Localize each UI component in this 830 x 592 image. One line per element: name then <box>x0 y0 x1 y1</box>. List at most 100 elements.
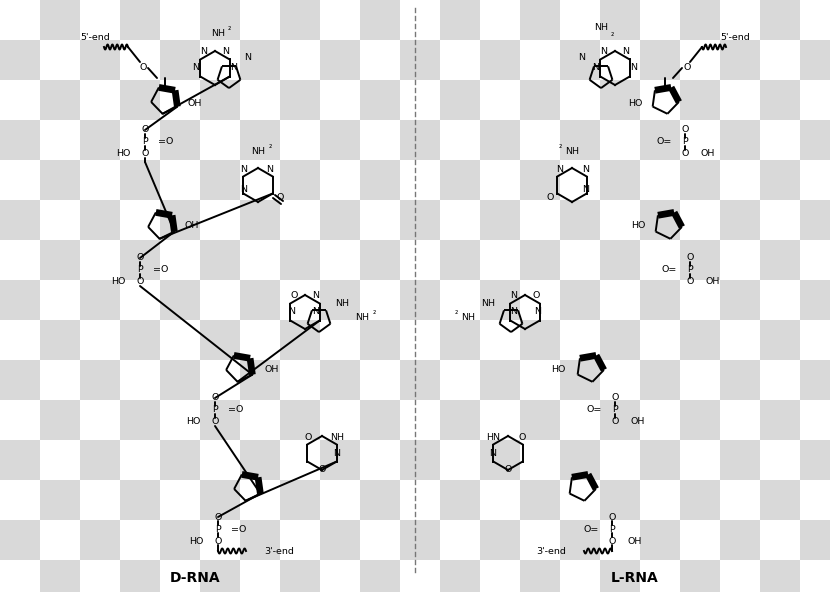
Bar <box>800 160 830 200</box>
Bar <box>720 200 760 240</box>
Bar <box>0 360 40 400</box>
Bar <box>160 240 200 280</box>
Bar <box>600 320 640 360</box>
Bar <box>440 400 480 440</box>
Bar <box>560 120 600 160</box>
Text: O: O <box>319 465 325 475</box>
Bar <box>0 160 40 200</box>
Text: 3'-end: 3'-end <box>264 546 294 555</box>
Bar <box>160 120 200 160</box>
Text: P: P <box>687 265 693 275</box>
Text: N: N <box>241 185 247 195</box>
Bar <box>200 80 240 120</box>
Bar <box>520 160 560 200</box>
Bar <box>680 280 720 320</box>
Bar <box>520 280 560 320</box>
Text: OH: OH <box>630 417 644 426</box>
Bar <box>320 360 360 400</box>
Bar <box>640 360 680 400</box>
Bar <box>800 560 830 592</box>
Bar <box>480 320 520 360</box>
Bar <box>320 400 360 440</box>
Bar <box>280 0 320 40</box>
Bar <box>400 320 440 360</box>
Bar <box>560 80 600 120</box>
Text: O=: O= <box>662 265 677 275</box>
Text: NH: NH <box>251 147 265 156</box>
Bar <box>280 280 320 320</box>
Text: N: N <box>241 165 247 173</box>
Bar <box>280 320 320 360</box>
Bar <box>0 240 40 280</box>
Text: OH: OH <box>188 98 203 108</box>
Bar <box>640 240 680 280</box>
Bar <box>280 560 320 592</box>
Text: N: N <box>289 307 295 317</box>
Bar <box>40 400 80 440</box>
Text: NH: NH <box>355 314 369 323</box>
Bar <box>760 280 800 320</box>
Bar <box>360 360 400 400</box>
Bar <box>360 400 400 440</box>
Bar <box>160 280 200 320</box>
Bar <box>640 560 680 592</box>
Text: OH: OH <box>185 221 199 230</box>
Bar <box>720 0 760 40</box>
Bar <box>400 160 440 200</box>
Bar <box>0 40 40 80</box>
Bar <box>720 160 760 200</box>
Text: O: O <box>136 253 144 262</box>
Bar <box>360 440 400 480</box>
Bar <box>640 400 680 440</box>
Bar <box>320 80 360 120</box>
Bar <box>320 160 360 200</box>
Text: ₂: ₂ <box>268 141 271 150</box>
Bar <box>760 120 800 160</box>
Bar <box>120 160 160 200</box>
Bar <box>440 320 480 360</box>
Bar <box>560 400 600 440</box>
Text: ₂: ₂ <box>559 141 562 150</box>
Bar <box>440 40 480 80</box>
Text: 5'-end: 5'-end <box>720 34 749 43</box>
Text: NH: NH <box>594 24 608 33</box>
Bar <box>600 240 640 280</box>
Bar <box>240 200 280 240</box>
Text: HO: HO <box>627 98 642 108</box>
Bar <box>680 400 720 440</box>
Bar <box>680 0 720 40</box>
Bar <box>440 440 480 480</box>
Text: NH: NH <box>211 30 225 38</box>
Bar <box>360 80 400 120</box>
Bar <box>200 320 240 360</box>
Bar <box>120 240 160 280</box>
Text: NH: NH <box>335 300 349 308</box>
Bar <box>240 280 280 320</box>
Bar <box>120 320 160 360</box>
Text: OH: OH <box>700 150 715 159</box>
Bar <box>400 80 440 120</box>
Bar <box>800 400 830 440</box>
Text: O: O <box>612 417 618 426</box>
Bar <box>520 360 560 400</box>
Bar <box>640 40 680 80</box>
Bar <box>40 120 80 160</box>
Bar <box>160 400 200 440</box>
Bar <box>120 400 160 440</box>
Text: N: N <box>583 185 589 195</box>
Bar <box>680 240 720 280</box>
Bar <box>520 200 560 240</box>
Text: =O: =O <box>158 137 173 146</box>
Bar <box>480 480 520 520</box>
Text: O: O <box>686 278 694 287</box>
Bar <box>480 360 520 400</box>
Text: N: N <box>510 291 517 301</box>
Bar <box>120 0 160 40</box>
Bar <box>600 80 640 120</box>
Bar <box>480 560 520 592</box>
Bar <box>760 520 800 560</box>
Bar <box>520 320 560 360</box>
Bar <box>600 440 640 480</box>
Text: NH: NH <box>461 314 475 323</box>
Bar <box>760 40 800 80</box>
